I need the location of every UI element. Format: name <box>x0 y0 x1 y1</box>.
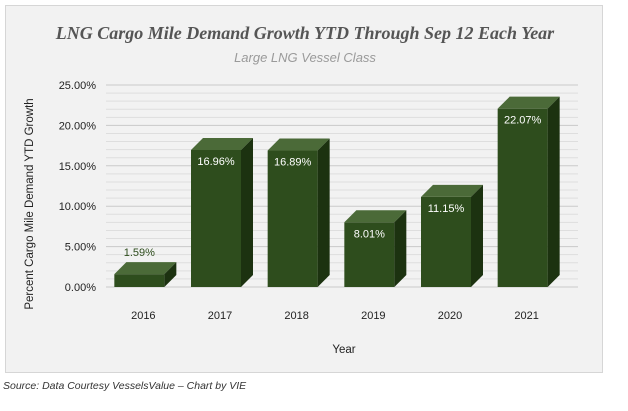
bar-top <box>191 137 253 150</box>
chart-title: LNG Cargo Mile Demand Growth YTD Through… <box>55 23 555 43</box>
bar-top <box>114 262 177 275</box>
y-axis-ticks: 0.00% 5.00% 10.00% 15.00% 20.00% 25.00% <box>59 80 97 294</box>
bar-2021: 22.07% <box>497 96 560 287</box>
bar-2016: 1.59% <box>114 247 177 287</box>
bar-front <box>114 274 165 287</box>
y-tick-label: 20.00% <box>59 120 97 132</box>
y-tick-label: 10.00% <box>59 201 97 213</box>
x-tick-label: 2021 <box>514 310 538 322</box>
y-tick-label: 15.00% <box>59 161 97 173</box>
bar-2020: 11.15% <box>421 184 483 287</box>
bar-front <box>421 196 471 287</box>
x-tick-label: 2018 <box>284 310 308 322</box>
chart-subtitle: Large LNG Vessel Class <box>234 50 376 65</box>
bar-side <box>394 210 407 287</box>
y-tick-label: 25.00% <box>59 80 97 92</box>
x-axis-label: Year <box>332 344 355 356</box>
bar-2019: 8.01% <box>344 210 407 287</box>
x-tick-label: 2017 <box>208 310 232 322</box>
x-tick-label: 2016 <box>131 310 155 322</box>
bar-top <box>421 184 483 197</box>
bar-front <box>497 108 548 287</box>
data-label: 22.07% <box>504 115 542 127</box>
bar-chart: LNG Cargo Mile Demand Growth YTD Through… <box>24 23 578 356</box>
bar-2017: 16.96% <box>191 137 253 287</box>
y-axis-label: Percent Cargo Mile Demand YTD Growth <box>24 98 36 309</box>
data-label: 1.59% <box>124 247 155 259</box>
bar-top <box>497 96 560 109</box>
bar-side <box>547 96 560 287</box>
x-tick-label: 2020 <box>438 310 462 322</box>
bar-2018: 16.89% <box>267 138 330 287</box>
bars: 1.59% 16.96% 16.89% 8.01% 11.15% 22.07% <box>114 96 560 287</box>
bar-top <box>344 210 407 223</box>
chart-frame: LNG Cargo Mile Demand Growth YTD Through… <box>5 5 603 373</box>
y-tick-label: 5.00% <box>65 242 96 254</box>
data-label: 16.96% <box>197 156 235 168</box>
bar-side <box>317 138 330 287</box>
bar-side <box>471 184 483 287</box>
x-tick-label: 2019 <box>361 310 385 322</box>
bar-front <box>267 150 318 287</box>
data-label: 11.15% <box>428 203 465 215</box>
data-label: 16.89% <box>274 157 312 169</box>
bar-top <box>267 138 330 151</box>
bar-front <box>191 149 241 287</box>
bar-side <box>241 137 253 287</box>
x-axis-ticks: 2016 2017 2018 2019 2020 2021 <box>131 310 539 322</box>
y-tick-label: 0.00% <box>65 282 96 294</box>
source-note: Source: Data Courtesy VesselsValue – Cha… <box>3 380 247 392</box>
data-label: 8.01% <box>354 228 385 240</box>
bar-front <box>344 222 395 287</box>
bar-side <box>164 262 177 287</box>
